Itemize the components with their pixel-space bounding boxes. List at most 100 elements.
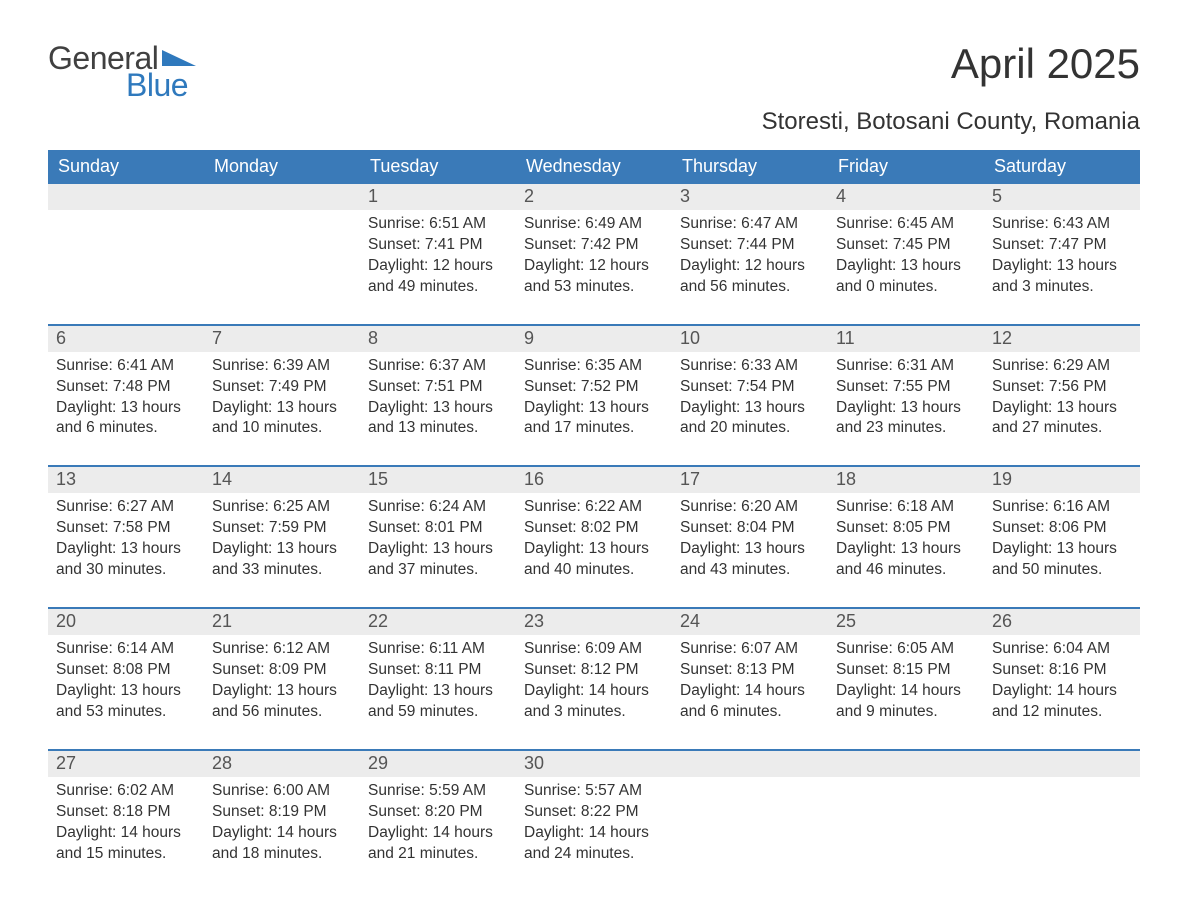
weekday-label: Thursday: [672, 150, 828, 184]
sunset-text: Sunset: 7:44 PM: [680, 235, 820, 256]
sunset-text: Sunset: 8:11 PM: [368, 660, 508, 681]
sunrise-text: Sunrise: 6:47 AM: [680, 214, 820, 235]
sunset-text: Sunset: 8:16 PM: [992, 660, 1132, 681]
day-details: Sunrise: 6:49 AMSunset: 7:42 PMDaylight:…: [516, 210, 672, 306]
sunrise-text: Sunrise: 6:35 AM: [524, 356, 664, 377]
daylight-text: Daylight: 13 hours and 53 minutes.: [56, 681, 196, 723]
day-details: Sunrise: 6:05 AMSunset: 8:15 PMDaylight:…: [828, 635, 984, 731]
day-number: 4: [828, 184, 984, 210]
weekday-label: Friday: [828, 150, 984, 184]
day-cell: 29Sunrise: 5:59 AMSunset: 8:20 PMDayligh…: [360, 751, 516, 873]
day-details: Sunrise: 6:35 AMSunset: 7:52 PMDaylight:…: [516, 352, 672, 448]
day-details: Sunrise: 6:00 AMSunset: 8:19 PMDaylight:…: [204, 777, 360, 873]
day-cell: 9Sunrise: 6:35 AMSunset: 7:52 PMDaylight…: [516, 326, 672, 448]
weekday-label: Saturday: [984, 150, 1140, 184]
daylight-text: Daylight: 12 hours and 49 minutes.: [368, 256, 508, 298]
week-row: 6Sunrise: 6:41 AMSunset: 7:48 PMDaylight…: [48, 324, 1140, 448]
daylight-text: Daylight: 14 hours and 21 minutes.: [368, 823, 508, 865]
day-details: Sunrise: 5:57 AMSunset: 8:22 PMDaylight:…: [516, 777, 672, 873]
day-details: Sunrise: 5:59 AMSunset: 8:20 PMDaylight:…: [360, 777, 516, 873]
day-details: Sunrise: 6:12 AMSunset: 8:09 PMDaylight:…: [204, 635, 360, 731]
day-details: Sunrise: 6:31 AMSunset: 7:55 PMDaylight:…: [828, 352, 984, 448]
day-cell: 11Sunrise: 6:31 AMSunset: 7:55 PMDayligh…: [828, 326, 984, 448]
week-row: 27Sunrise: 6:02 AMSunset: 8:18 PMDayligh…: [48, 749, 1140, 873]
day-cell: 8Sunrise: 6:37 AMSunset: 7:51 PMDaylight…: [360, 326, 516, 448]
sunset-text: Sunset: 7:42 PM: [524, 235, 664, 256]
daylight-text: Daylight: 13 hours and 46 minutes.: [836, 539, 976, 581]
day-details: Sunrise: 6:43 AMSunset: 7:47 PMDaylight:…: [984, 210, 1140, 306]
day-number: 14: [204, 467, 360, 493]
sunset-text: Sunset: 7:55 PM: [836, 377, 976, 398]
day-cell: 13Sunrise: 6:27 AMSunset: 7:58 PMDayligh…: [48, 467, 204, 589]
day-cell: 3Sunrise: 6:47 AMSunset: 7:44 PMDaylight…: [672, 184, 828, 306]
daylight-text: Daylight: 13 hours and 30 minutes.: [56, 539, 196, 581]
sunset-text: Sunset: 8:09 PM: [212, 660, 352, 681]
daylight-text: Daylight: 13 hours and 27 minutes.: [992, 398, 1132, 440]
weekday-label: Tuesday: [360, 150, 516, 184]
page-title: April 2025: [951, 40, 1140, 88]
day-cell: 12Sunrise: 6:29 AMSunset: 7:56 PMDayligh…: [984, 326, 1140, 448]
day-cell: 6Sunrise: 6:41 AMSunset: 7:48 PMDaylight…: [48, 326, 204, 448]
sunrise-text: Sunrise: 6:22 AM: [524, 497, 664, 518]
day-cell: 5Sunrise: 6:43 AMSunset: 7:47 PMDaylight…: [984, 184, 1140, 306]
sunset-text: Sunset: 8:05 PM: [836, 518, 976, 539]
sunrise-text: Sunrise: 6:05 AM: [836, 639, 976, 660]
day-details: Sunrise: 6:41 AMSunset: 7:48 PMDaylight:…: [48, 352, 204, 448]
day-cell: 14Sunrise: 6:25 AMSunset: 7:59 PMDayligh…: [204, 467, 360, 589]
day-number: 6: [48, 326, 204, 352]
sunrise-text: Sunrise: 6:29 AM: [992, 356, 1132, 377]
sunset-text: Sunset: 7:51 PM: [368, 377, 508, 398]
sunrise-text: Sunrise: 6:41 AM: [56, 356, 196, 377]
day-number: 2: [516, 184, 672, 210]
daylight-text: Daylight: 14 hours and 12 minutes.: [992, 681, 1132, 723]
sunset-text: Sunset: 8:06 PM: [992, 518, 1132, 539]
week-row: 1Sunrise: 6:51 AMSunset: 7:41 PMDaylight…: [48, 184, 1140, 306]
day-details: Sunrise: 6:47 AMSunset: 7:44 PMDaylight:…: [672, 210, 828, 306]
day-number: [48, 184, 204, 210]
day-cell: 10Sunrise: 6:33 AMSunset: 7:54 PMDayligh…: [672, 326, 828, 448]
daylight-text: Daylight: 12 hours and 56 minutes.: [680, 256, 820, 298]
day-details: Sunrise: 6:04 AMSunset: 8:16 PMDaylight:…: [984, 635, 1140, 731]
daylight-text: Daylight: 13 hours and 13 minutes.: [368, 398, 508, 440]
daylight-text: Daylight: 14 hours and 6 minutes.: [680, 681, 820, 723]
sunrise-text: Sunrise: 6:39 AM: [212, 356, 352, 377]
sunrise-text: Sunrise: 6:37 AM: [368, 356, 508, 377]
day-details: Sunrise: 6:09 AMSunset: 8:12 PMDaylight:…: [516, 635, 672, 731]
weekday-header: Sunday Monday Tuesday Wednesday Thursday…: [48, 150, 1140, 184]
day-cell: 24Sunrise: 6:07 AMSunset: 8:13 PMDayligh…: [672, 609, 828, 731]
daylight-text: Daylight: 13 hours and 23 minutes.: [836, 398, 976, 440]
day-number: 22: [360, 609, 516, 635]
day-number: 1: [360, 184, 516, 210]
sunset-text: Sunset: 8:13 PM: [680, 660, 820, 681]
day-cell: 16Sunrise: 6:22 AMSunset: 8:02 PMDayligh…: [516, 467, 672, 589]
day-cell: [204, 184, 360, 306]
daylight-text: Daylight: 12 hours and 53 minutes.: [524, 256, 664, 298]
sunset-text: Sunset: 7:41 PM: [368, 235, 508, 256]
day-cell: 30Sunrise: 5:57 AMSunset: 8:22 PMDayligh…: [516, 751, 672, 873]
sunset-text: Sunset: 7:56 PM: [992, 377, 1132, 398]
sunrise-text: Sunrise: 6:27 AM: [56, 497, 196, 518]
sunset-text: Sunset: 7:49 PM: [212, 377, 352, 398]
day-number: 28: [204, 751, 360, 777]
day-details: Sunrise: 6:37 AMSunset: 7:51 PMDaylight:…: [360, 352, 516, 448]
day-number: 27: [48, 751, 204, 777]
day-details: Sunrise: 6:20 AMSunset: 8:04 PMDaylight:…: [672, 493, 828, 589]
week-row: 13Sunrise: 6:27 AMSunset: 7:58 PMDayligh…: [48, 465, 1140, 589]
sunrise-text: Sunrise: 6:24 AM: [368, 497, 508, 518]
sunset-text: Sunset: 8:01 PM: [368, 518, 508, 539]
day-cell: [828, 751, 984, 873]
sunrise-text: Sunrise: 6:51 AM: [368, 214, 508, 235]
sunset-text: Sunset: 7:45 PM: [836, 235, 976, 256]
daylight-text: Daylight: 13 hours and 17 minutes.: [524, 398, 664, 440]
day-number: 24: [672, 609, 828, 635]
daylight-text: Daylight: 13 hours and 56 minutes.: [212, 681, 352, 723]
day-number: 16: [516, 467, 672, 493]
day-details: Sunrise: 6:24 AMSunset: 8:01 PMDaylight:…: [360, 493, 516, 589]
day-number: 13: [48, 467, 204, 493]
sunrise-text: Sunrise: 6:18 AM: [836, 497, 976, 518]
day-details: Sunrise: 6:11 AMSunset: 8:11 PMDaylight:…: [360, 635, 516, 731]
day-cell: 21Sunrise: 6:12 AMSunset: 8:09 PMDayligh…: [204, 609, 360, 731]
daylight-text: Daylight: 13 hours and 43 minutes.: [680, 539, 820, 581]
sunset-text: Sunset: 7:52 PM: [524, 377, 664, 398]
day-number: 19: [984, 467, 1140, 493]
